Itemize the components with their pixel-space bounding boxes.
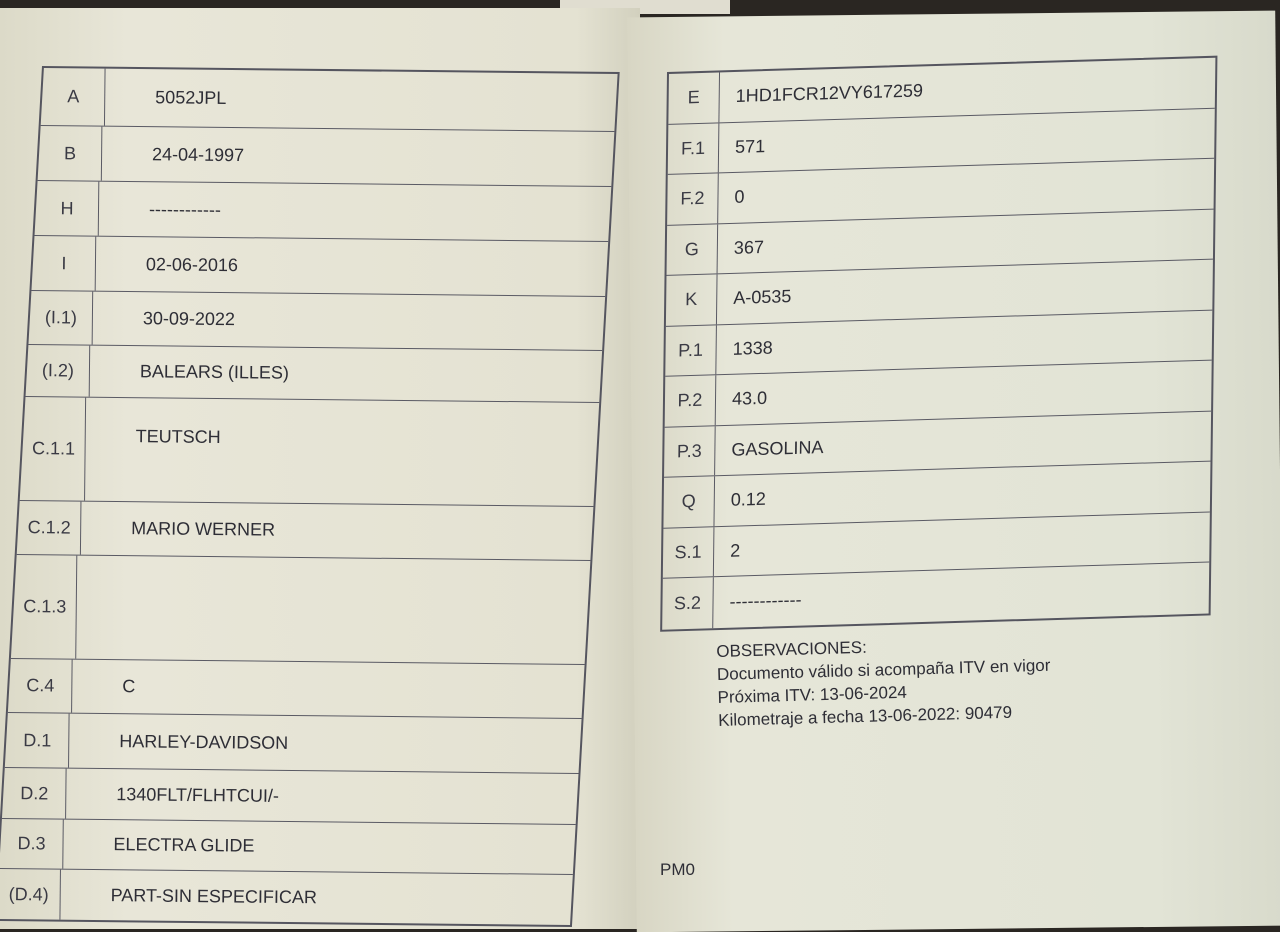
field-code: F.2 (667, 173, 719, 225)
field-value (76, 556, 588, 664)
field-value: ------------ (148, 198, 222, 220)
table-row: D.2 1340FLT/FLHTCUI/- (1, 767, 579, 825)
field-value: HARLEY-DAVIDSON (119, 730, 289, 753)
field-code: K (665, 274, 718, 326)
field-code: (I.1) (29, 290, 94, 345)
table-row: C.1.2 MARIO WERNER (16, 500, 594, 562)
table-row: B 24-04-1997 (37, 126, 615, 188)
field-code: H (35, 181, 100, 236)
field-code: (D.4) (0, 868, 61, 920)
table-row: D.3 ELECTRA GLIDE (0, 818, 576, 875)
left-page (0, 8, 640, 929)
table-row: (I.2) BALEARS (ILLES) (25, 344, 603, 404)
table-row: C.1.1 TEUTSCH (19, 396, 600, 508)
field-code: P.3 (664, 425, 716, 477)
field-code: S.1 (662, 526, 715, 578)
field-code: E (668, 72, 721, 124)
field-value: 1340FLT/FLHTCUI/- (116, 783, 280, 806)
field-code: D.2 (3, 767, 67, 819)
field-code: B (38, 126, 103, 181)
left-registration-table: A 5052JPL B 24-04-1997 H ------------ I 02-06-2… (0, 66, 620, 928)
field-code: P.1 (665, 324, 717, 376)
table-row: C.4 C (7, 658, 585, 719)
table-row: C.1.3 (10, 554, 591, 665)
right-registration-table: E 1HD1FCR12VY617259 F.1 571 F.2 0 G 367 K A-0535 P… (660, 55, 1218, 632)
table-row: (I.1) 30-09-2022 (28, 290, 606, 352)
field-code: (I.2) (26, 344, 91, 397)
field-value: MARIO WERNER (131, 518, 276, 540)
table-row: A 5052JPL (40, 68, 618, 133)
field-value: C (122, 676, 136, 697)
field-code: P.2 (664, 375, 717, 427)
field-code: A (41, 68, 106, 126)
field-code: D.3 (0, 818, 64, 869)
field-code: C.1.1 (22, 396, 87, 501)
field-value: 5052JPL (155, 87, 227, 108)
field-code: C.1.2 (17, 500, 82, 555)
field-value: 24-04-1997 (151, 143, 245, 165)
field-value: 30-09-2022 (142, 308, 236, 330)
table-row: H ------------ (34, 181, 612, 243)
field-value: PART-SIN ESPECIFICAR (110, 884, 318, 907)
field-value: ELECTRA GLIDE (113, 834, 255, 856)
observations-block: OBSERVACIONES: Documento válido si acomp… (716, 631, 1052, 732)
field-code: S.2 (662, 577, 714, 630)
field-code: G (666, 223, 719, 275)
field-value: BALEARS (ILLES) (139, 361, 290, 383)
field-code: Q (663, 476, 716, 528)
field-code: C.4 (9, 658, 73, 713)
footer-code: PM0 (660, 860, 695, 879)
field-code: F.1 (667, 122, 720, 174)
field-code: D.1 (6, 712, 70, 768)
field-value: TEUTSCH (135, 426, 221, 448)
table-row: (D.4) PART-SIN ESPECIFICAR (0, 868, 573, 925)
table-row: D.1 HARLEY-DAVIDSON (4, 712, 582, 774)
field-code: I (32, 235, 97, 291)
field-value: 02-06-2016 (145, 253, 239, 275)
table-row: I 02-06-2016 (31, 235, 609, 298)
field-code: C.1.3 (13, 554, 78, 659)
